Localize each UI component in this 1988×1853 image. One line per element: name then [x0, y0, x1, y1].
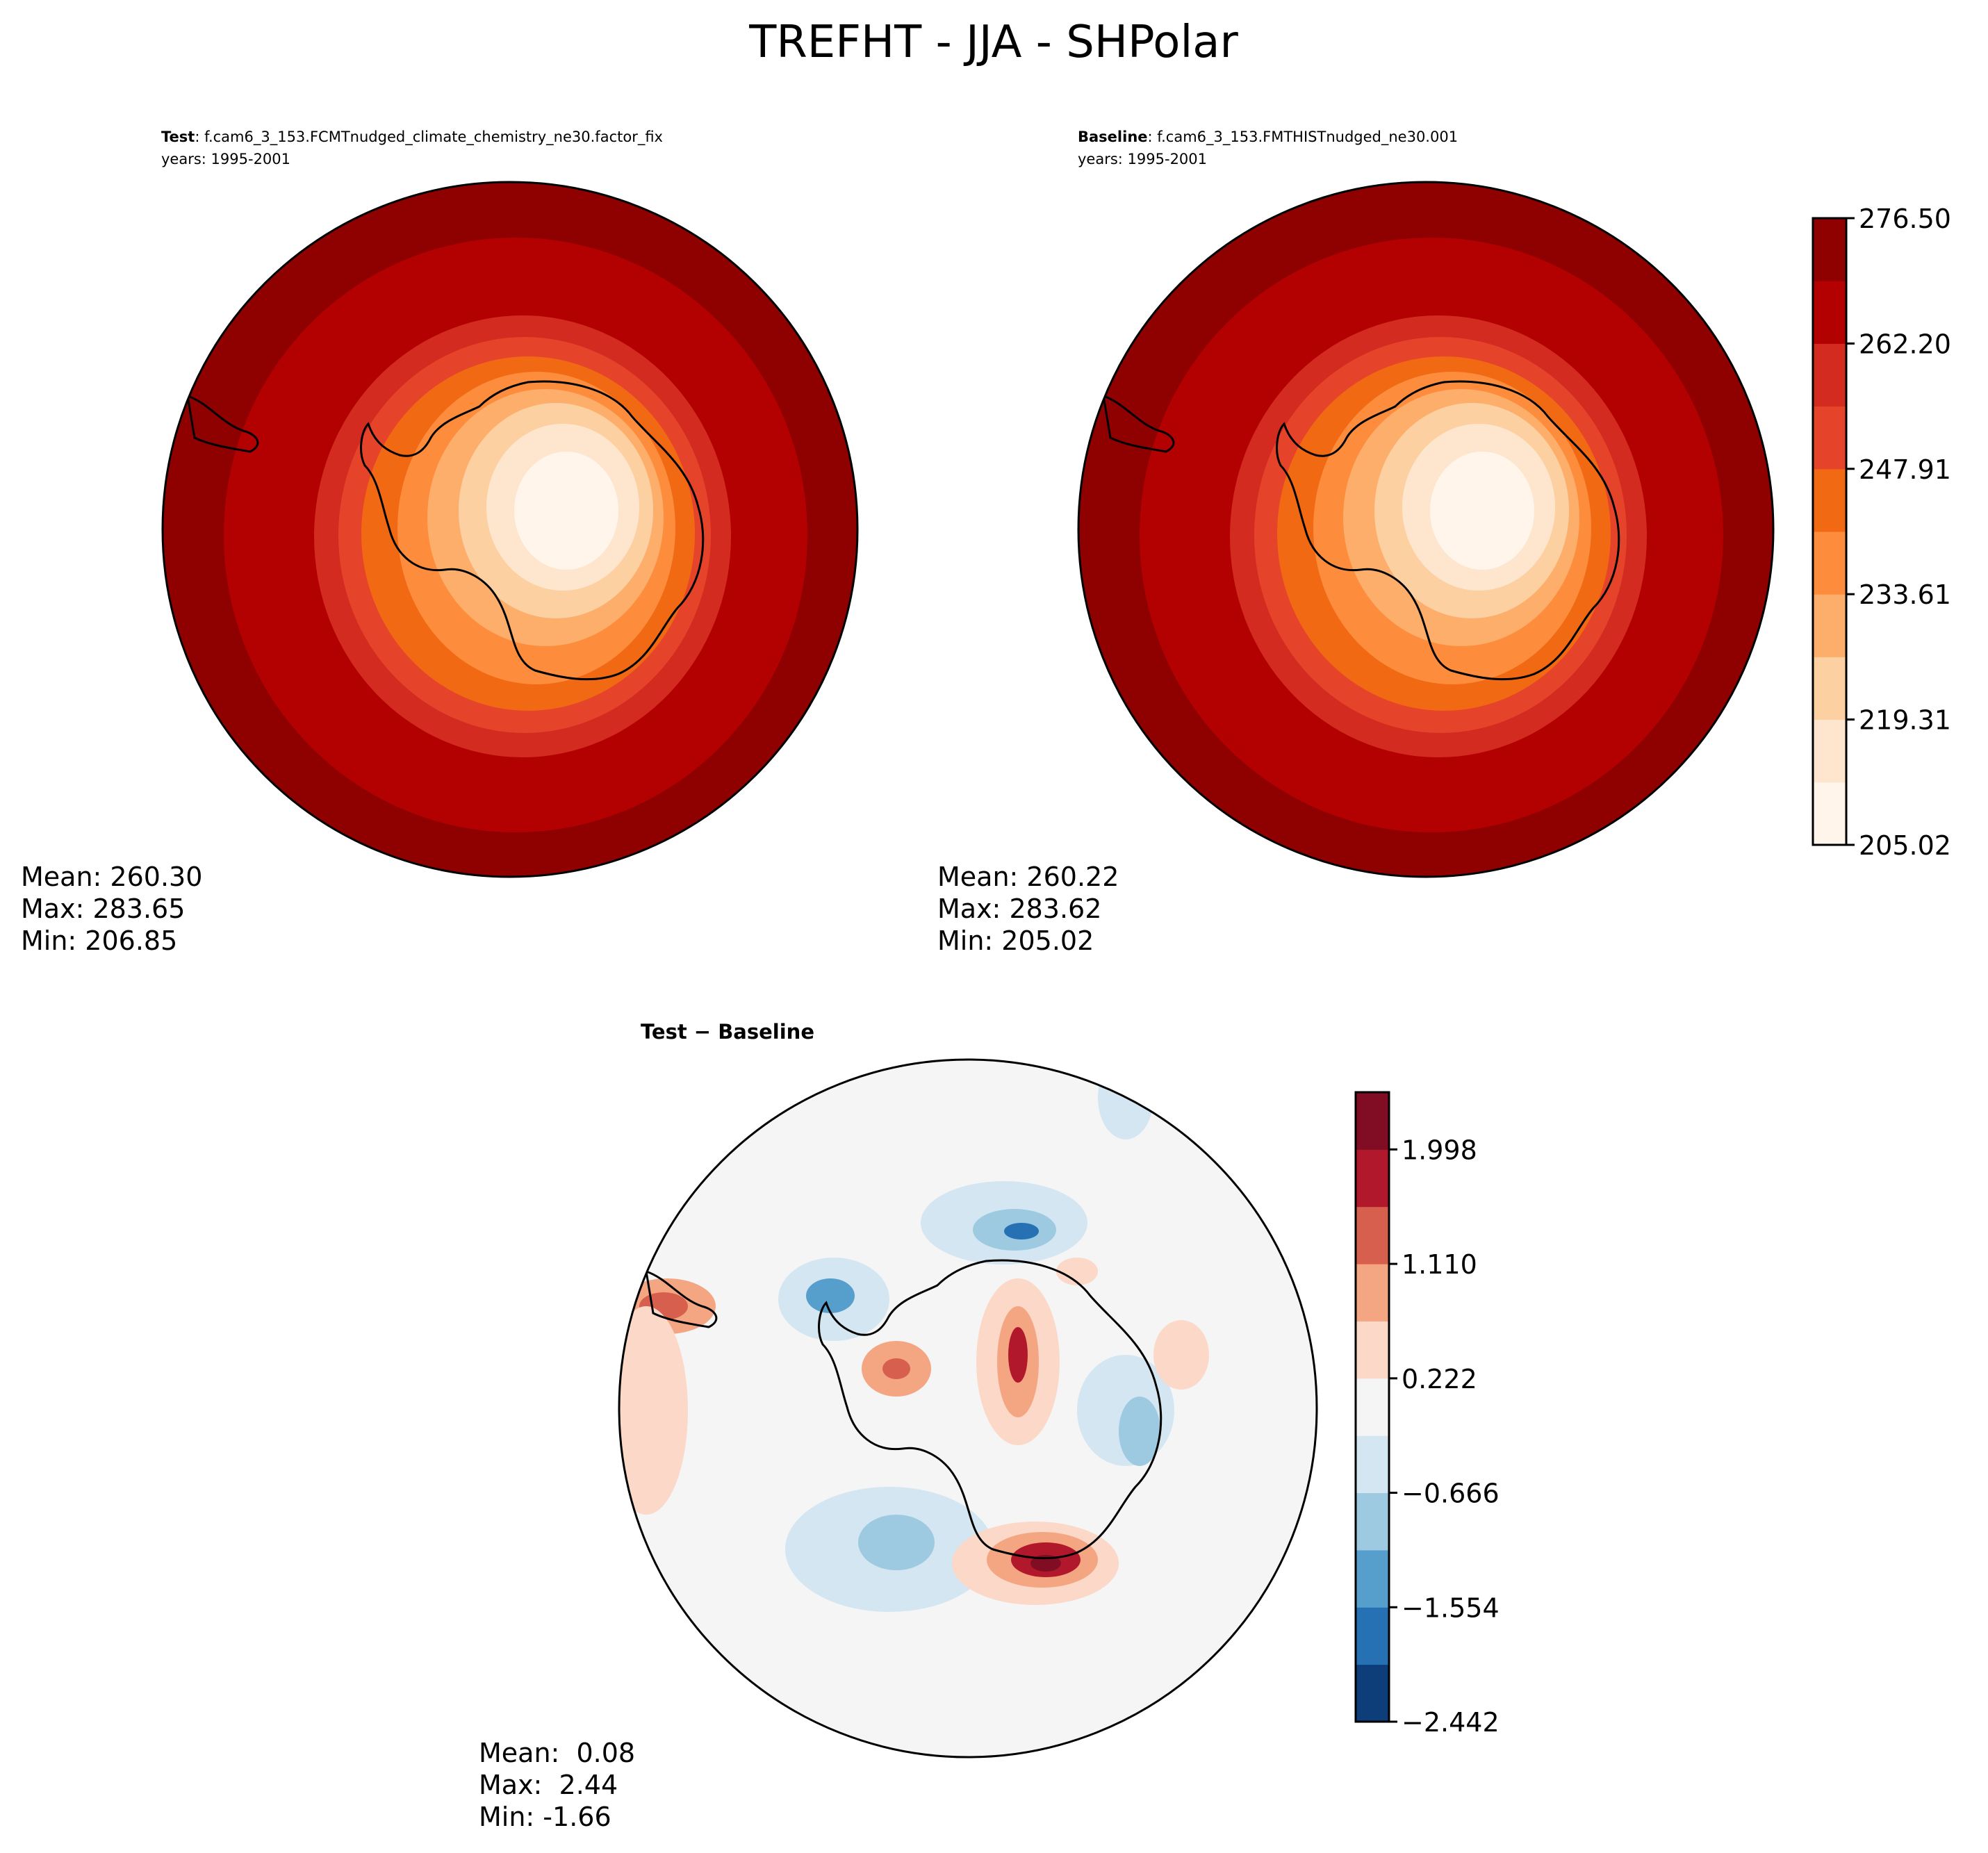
cbar-main-swatch [1813, 657, 1846, 720]
cbar-main-swatch [1813, 532, 1846, 595]
cbar-diff-swatch [1356, 1378, 1389, 1436]
cbar-main-swatch [1813, 719, 1846, 783]
cbar-diff-border [1354, 1091, 1390, 1723]
diff-max: Max: 2.44 [479, 1770, 618, 1800]
cbar-diff-swatch [1356, 1206, 1389, 1265]
diff-colorbar: −2.442 −1.554 −0.666 0.222 1.110 1.998 [1354, 1091, 1500, 1738]
cbar-diff-swatch [1356, 1321, 1389, 1379]
diff-panel: Test − Baseline [479, 1020, 1318, 1832]
cbar-main-swatch [1813, 594, 1846, 657]
svg-text:Baseline: f.cam6_3_153.FMTHIST: Baseline: f.cam6_3_153.FMTHISTnudged_ne3… [1078, 129, 1458, 146]
cbar-main-swatch [1813, 281, 1846, 344]
cbar-main-tick-label: 219.31 [1859, 705, 1951, 736]
cbar-main-tick-label: 247.91 [1859, 454, 1951, 485]
cbar-diff-tick-label: −2.442 [1402, 1707, 1500, 1738]
svg-text:Test: f.cam6_3_153.FCMTnudged_: Test: f.cam6_3_153.FCMTnudged_climate_ch… [161, 129, 663, 146]
figure-title: TREFHT - JJA - SHPolar [748, 17, 1238, 68]
test-min: Min: 206.85 [21, 925, 177, 956]
test-max: Max: 283.65 [21, 893, 185, 924]
baseline-mean: Mean: 260.22 [937, 862, 1119, 892]
cbar-diff-swatch [1356, 1492, 1389, 1551]
baseline-label: Baseline [1078, 129, 1148, 145]
diff-min: Min: -1.66 [479, 1802, 611, 1832]
cbar-diff-tick-label: 1.110 [1402, 1249, 1477, 1280]
cbar-diff-swatch [1356, 1149, 1389, 1208]
test-label: Test [161, 129, 195, 145]
cbar-diff-tick-label: 1.998 [1402, 1135, 1477, 1165]
cbar-main-tick-label: 205.02 [1859, 830, 1951, 861]
test-map [163, 182, 857, 877]
cbar-main-tick-label: 276.50 [1859, 204, 1951, 234]
cbar-diff-swatch [1356, 1092, 1389, 1150]
test-mean: Mean: 260.30 [21, 862, 202, 892]
diff-mean: Mean: 0.08 [479, 1738, 635, 1768]
cbar-diff-swatch [1356, 1549, 1389, 1608]
cbar-main-swatch [1813, 468, 1846, 532]
cbar-main-tick-label: 262.20 [1859, 329, 1951, 359]
diff-label: Test − Baseline [641, 1020, 814, 1044]
test-panel: Test: f.cam6_3_153.FCMTnudged_climate_ch… [21, 129, 859, 956]
baseline-case-name: : f.cam6_3_153.FMTHISTnudged_ne30.001 [1148, 129, 1459, 146]
cbar-diff-swatch [1356, 1664, 1389, 1722]
cbar-main-swatch [1813, 343, 1846, 407]
cbar-diff-tick-label: 0.222 [1402, 1364, 1477, 1394]
cbar-diff-tick-label: −1.554 [1402, 1592, 1500, 1623]
test-case-name: : f.cam6_3_153.FCMTnudged_climate_chemis… [195, 129, 663, 146]
diff-map-boundary [618, 1058, 1318, 1759]
baseline-map [1078, 182, 1773, 877]
cbar-main-swatch [1813, 218, 1846, 281]
diff-map [619, 1060, 1317, 1757]
main-colorbar: 205.02 219.31 233.61 247.91 262.20 276.50 [1812, 204, 1951, 861]
cbar-main-border [1812, 217, 1848, 846]
cbar-diff-swatch [1356, 1607, 1389, 1665]
baseline-max: Max: 283.62 [937, 893, 1101, 924]
cbar-diff-swatch [1356, 1264, 1389, 1321]
cbar-main-tick-label: 233.61 [1859, 579, 1951, 610]
cbar-main-swatch [1813, 782, 1846, 846]
test-map-boundary [161, 181, 859, 878]
cbar-diff-swatch [1356, 1435, 1389, 1494]
baseline-map-boundary [1077, 181, 1775, 878]
baseline-min: Min: 205.02 [937, 925, 1094, 956]
test-years: years: 1995-2001 [161, 151, 290, 167]
baseline-panel: Baseline: f.cam6_3_153.FMTHISTnudged_ne3… [937, 129, 1775, 956]
cbar-main-swatch [1813, 406, 1846, 470]
baseline-years: years: 1995-2001 [1078, 151, 1207, 167]
cbar-diff-tick-label: −0.666 [1402, 1479, 1500, 1509]
